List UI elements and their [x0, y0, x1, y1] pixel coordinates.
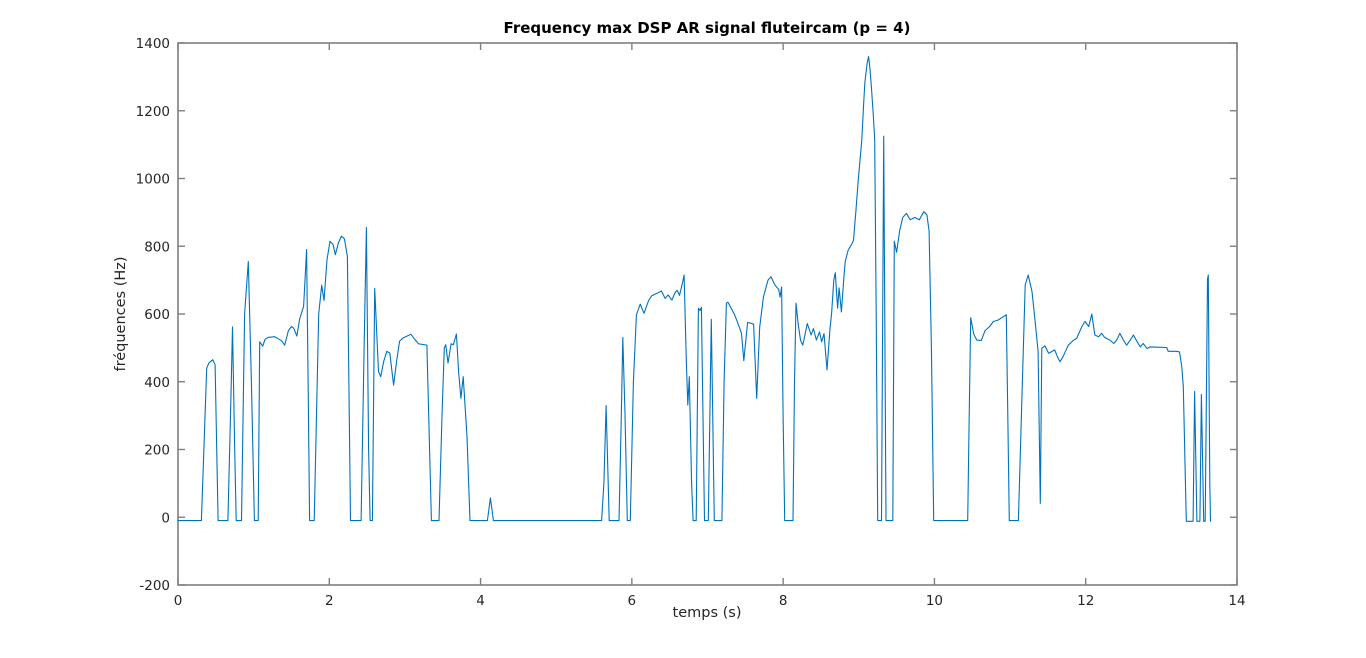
- y-tick-label: 600: [144, 307, 170, 323]
- x-tick-label: 10: [926, 593, 943, 609]
- x-tick-label: 6: [628, 593, 637, 609]
- x-tick-label: 0: [174, 593, 183, 609]
- y-tick-label: 800: [144, 239, 170, 255]
- axis-box: [177, 42, 1238, 586]
- x-tick-label: 2: [325, 593, 334, 609]
- x-axis-label: temps (s): [672, 605, 742, 621]
- y-tick-label: 400: [144, 375, 170, 391]
- y-tick-label: 1000: [136, 172, 170, 188]
- y-tick-label: -200: [139, 578, 170, 594]
- y-tick-label: 1200: [136, 104, 170, 120]
- y-tick-label: 200: [144, 443, 170, 459]
- y-tick-label: 0: [161, 510, 170, 526]
- y-axis-label: fréquences (Hz): [113, 256, 129, 372]
- figure-title: Frequency max DSP AR signal fluteircam (…: [503, 19, 911, 37]
- x-tick-label: 8: [779, 593, 788, 609]
- x-tick-label: 14: [1228, 593, 1245, 609]
- x-tick-label: 12: [1077, 593, 1094, 609]
- y-tick-label: 1400: [136, 36, 170, 52]
- x-tick-label: 4: [476, 593, 485, 609]
- frequency-data-line: [177, 55, 1212, 522]
